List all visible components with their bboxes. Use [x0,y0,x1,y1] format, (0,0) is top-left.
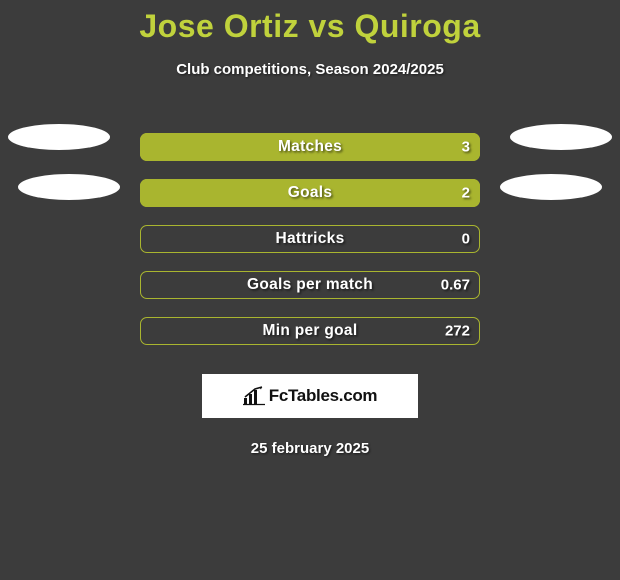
stat-bar: Min per goal 272 [140,317,480,345]
stat-label: Min per goal [263,322,358,340]
stat-row: Hattricks 0 [0,216,620,262]
stat-bar: Hattricks 0 [140,225,480,253]
page-title: Jose Ortiz vs Quiroga [0,8,620,45]
stat-value: 3 [462,139,470,156]
chart-icon [243,386,265,406]
stats-area: Matches 3 Goals 2 Hattricks 0 Goals per match 0… [0,124,620,354]
stat-value: 2 [462,185,470,202]
stat-value: 272 [445,323,470,340]
stat-label: Goals [288,184,333,202]
stat-bar: Goals 2 [140,179,480,207]
stat-bar: Matches 3 [140,133,480,161]
stat-label: Goals per match [247,276,373,294]
page-subtitle: Club competitions, Season 2024/2025 [0,61,620,78]
date-label: 25 february 2025 [0,440,620,457]
stat-value: 0 [462,231,470,248]
stat-label: Matches [278,138,342,156]
stat-row: Min per goal 272 [0,308,620,354]
comparison-card: Jose Ortiz vs Quiroga Club competitions,… [0,0,620,457]
brand-badge: FcTables.com [202,374,418,418]
stat-row: Matches 3 [0,124,620,170]
stat-label: Hattricks [275,230,344,248]
brand-text: FcTables.com [269,386,378,406]
stat-row: Goals per match 0.67 [0,262,620,308]
stat-row: Goals 2 [0,170,620,216]
stat-value: 0.67 [441,277,470,294]
stat-bar: Goals per match 0.67 [140,271,480,299]
